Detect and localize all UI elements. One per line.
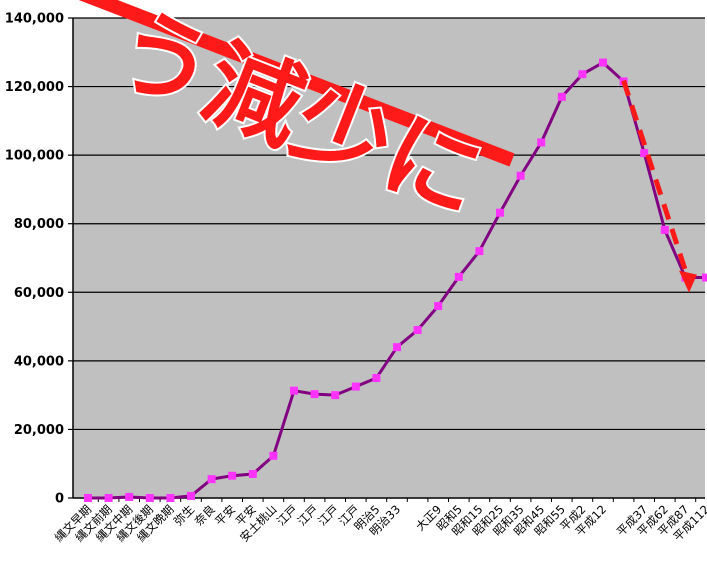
y-tick-label: 60,000 [14,286,64,301]
arrow-shaft [621,79,691,280]
x-tick-label: 平安 [212,502,238,528]
data-point [207,475,216,484]
data-point [290,386,298,395]
y-tick-label: 100,000 [5,149,64,164]
data-point [702,273,707,282]
data-point [166,494,175,502]
data-point [187,491,195,500]
data-point [145,494,154,502]
data-point [599,58,607,67]
y-tick-label: 20,000 [14,423,64,438]
banner-underline [78,0,515,167]
x-tick-label: 弥生 [171,502,197,528]
data-point [537,138,546,147]
data-point [454,272,463,281]
data-point [269,451,278,460]
data-point [228,471,237,480]
x-tick-label: 江戸 [274,502,300,528]
arrow-head [679,270,697,293]
y-axis-ticks: 0 20,000 40,000 60,000 80,000 100,000 120,000 1… [5,12,73,507]
data-point [475,247,484,256]
trend-arrow-annotation [621,79,697,293]
data-point [248,470,257,478]
y-tick-label: 140,000 [5,12,64,27]
data-point [393,343,401,352]
x-tick-label: 江戸 [315,502,341,528]
series-markers [84,58,707,502]
data-point [660,225,669,234]
data-point [125,492,134,501]
x-axis-ticks: 縄文早期縄文前期縄文中期縄文後期縄文晩期弥生奈良平安平安安土桃山江戸江戸江戸江戸… [52,498,707,545]
data-point [372,374,381,382]
data-point [516,171,525,180]
data-point [351,382,360,391]
data-point [434,302,443,310]
data-point [578,70,587,79]
data-point [413,326,422,334]
data-point [331,391,340,400]
x-tick-label: 奈良 [192,502,218,528]
data-point [84,494,92,502]
y-tick-label: 120,000 [5,80,64,95]
data-point [310,390,319,399]
data-point [640,149,649,158]
data-point [104,494,113,502]
x-tick-label: 江戸 [295,502,321,528]
y-tick-label: 0 [55,492,64,507]
y-tick-label: 80,000 [14,217,64,232]
plot-area [73,18,705,498]
data-point [496,208,504,217]
data-point [557,92,566,101]
y-tick-label: 40,000 [14,354,64,369]
